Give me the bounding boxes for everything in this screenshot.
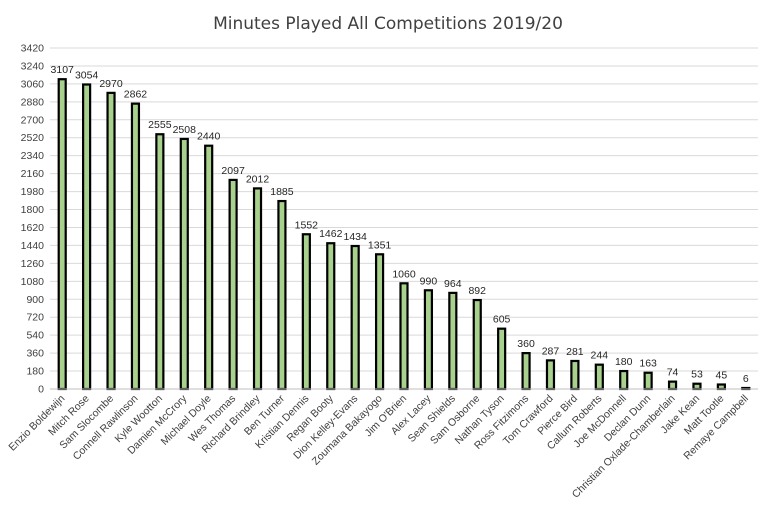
data-label: 1552	[295, 219, 319, 231]
y-tick-label: 3060	[21, 78, 45, 90]
data-label: 74	[667, 367, 679, 379]
bar	[545, 359, 556, 391]
y-tick-label: 2700	[21, 114, 45, 126]
data-label: 287	[542, 345, 560, 357]
y-tick-label: 1260	[21, 258, 45, 270]
data-label: 1434	[343, 231, 367, 243]
data-label: 6	[743, 373, 749, 385]
bar	[106, 91, 116, 391]
bar	[374, 253, 385, 391]
data-label: 964	[444, 278, 462, 290]
y-tick-label: 900	[26, 294, 44, 306]
y-tick-label: 360	[26, 348, 44, 360]
bar	[570, 359, 580, 391]
data-label: 244	[591, 350, 609, 362]
y-tick-label: 1620	[21, 222, 45, 234]
data-label: 2555	[148, 119, 172, 131]
y-tick-label: 540	[26, 330, 44, 342]
y-tick-label: 2520	[21, 132, 45, 144]
y-tick-label: 2160	[21, 168, 45, 180]
y-tick-label: 3420	[21, 43, 45, 55]
bar	[594, 363, 604, 391]
y-axis-ticks: 0 180 360 540 720 900 1080 1260 1440 1620 1800 1980…	[21, 43, 45, 396]
y-tick-label: 2340	[21, 150, 45, 162]
bar	[497, 327, 507, 391]
bar	[179, 137, 189, 391]
y-tick-label: 0	[38, 384, 44, 396]
bar	[130, 102, 141, 391]
data-label: 1060	[392, 268, 416, 280]
bar	[350, 244, 360, 391]
bar	[155, 133, 165, 391]
y-tick-label: 180	[26, 366, 44, 378]
data-label: 2440	[197, 131, 221, 143]
bar	[472, 298, 482, 391]
data-label: 163	[639, 358, 657, 370]
bar	[667, 380, 678, 391]
bar	[204, 144, 214, 391]
data-label: 3054	[75, 69, 99, 81]
bar	[57, 78, 67, 391]
data-label: 2508	[173, 124, 197, 136]
bar	[82, 83, 92, 391]
data-label: 281	[566, 346, 584, 358]
bar	[326, 242, 336, 391]
data-label: 2012	[246, 173, 270, 185]
y-tick-label: 2880	[21, 96, 45, 108]
bar	[399, 282, 409, 391]
bar	[692, 382, 702, 391]
y-tick-label: 1980	[21, 186, 45, 198]
bar	[252, 187, 263, 391]
bar	[228, 178, 238, 391]
bar	[448, 291, 458, 391]
bar	[521, 352, 531, 391]
data-label: 1885	[270, 186, 294, 198]
bar	[301, 233, 311, 391]
bar	[277, 199, 287, 391]
y-tick-label: 1080	[21, 276, 45, 288]
data-label: 53	[691, 369, 703, 381]
data-label: 605	[493, 314, 511, 326]
bar	[619, 369, 629, 391]
data-label: 360	[517, 338, 535, 350]
data-label: 180	[615, 356, 633, 368]
data-label: 892	[468, 285, 486, 297]
bar	[643, 371, 653, 391]
data-label: 2097	[221, 165, 245, 177]
data-label: 3107	[51, 64, 75, 76]
chart-title: Minutes Played All Competitions 2019/20	[213, 14, 563, 34]
data-label: 990	[420, 275, 438, 287]
y-tick-label: 1800	[21, 204, 45, 216]
data-label: 1351	[368, 239, 392, 251]
data-label: 1462	[319, 228, 343, 240]
bar	[423, 289, 434, 391]
bar	[716, 383, 726, 391]
y-tick-label: 720	[26, 312, 44, 324]
y-tick-label: 3240	[21, 60, 45, 72]
data-label: 45	[716, 370, 728, 382]
data-label: 2970	[99, 78, 123, 90]
gridlines	[50, 47, 758, 372]
data-label: 2862	[124, 89, 148, 101]
y-tick-label: 1440	[21, 240, 45, 252]
